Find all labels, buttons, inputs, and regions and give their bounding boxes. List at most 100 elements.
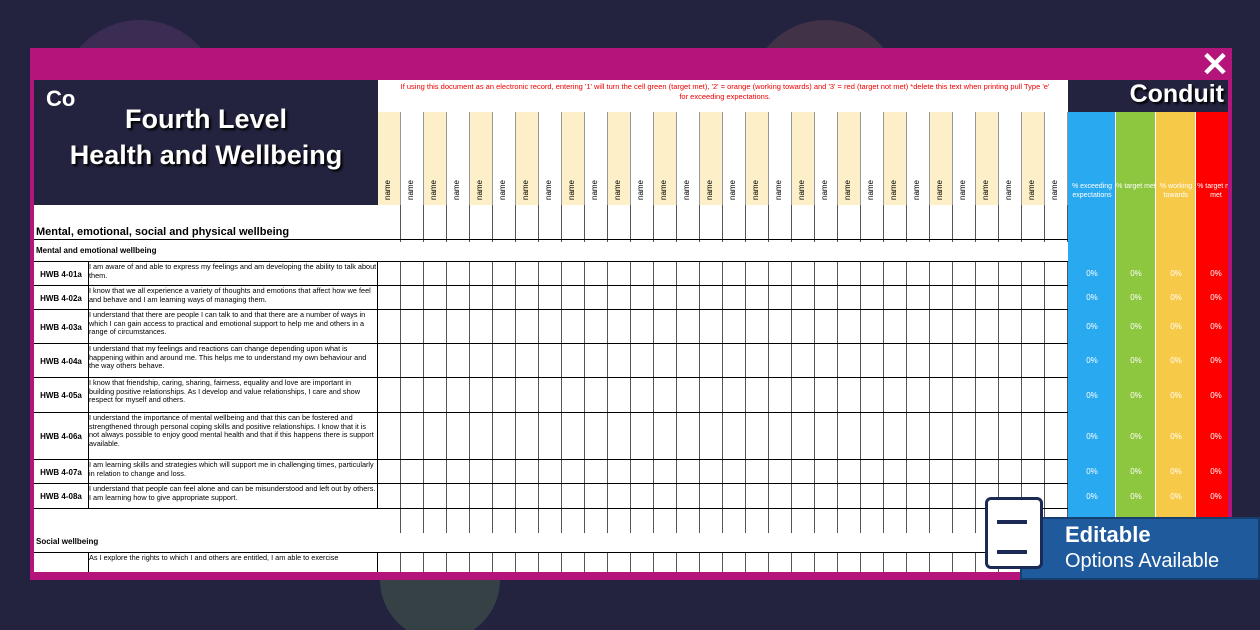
cell-border bbox=[88, 378, 378, 413]
name-label: name bbox=[843, 179, 852, 200]
name-label: name bbox=[1027, 179, 1036, 200]
name-column bbox=[677, 112, 700, 205]
name-label: name bbox=[958, 179, 967, 200]
badge-subtitle: Options Available bbox=[1065, 550, 1220, 572]
grid-column-line bbox=[746, 205, 769, 572]
grid-column-line bbox=[401, 205, 424, 572]
grid-column-line bbox=[999, 205, 1022, 572]
name-column bbox=[631, 112, 654, 205]
group-row bbox=[34, 533, 1068, 553]
percent-value: 0% bbox=[1210, 269, 1222, 278]
grid-column-line bbox=[677, 205, 700, 572]
percent-value: 0% bbox=[1210, 356, 1222, 365]
percent-column bbox=[1116, 112, 1156, 532]
grid-column-line bbox=[424, 205, 447, 572]
table-row bbox=[34, 310, 1068, 344]
name-column bbox=[654, 112, 677, 205]
table-row bbox=[34, 378, 1068, 413]
grid-column-line bbox=[378, 205, 401, 572]
grid-column-line bbox=[884, 205, 907, 572]
cell-border bbox=[88, 310, 378, 344]
grid-column-line bbox=[447, 205, 470, 572]
group-title: Mental and emotional wellbeing bbox=[36, 246, 157, 255]
row-code: HWB 4-02a bbox=[40, 293, 82, 303]
percent-value: 0% bbox=[1130, 467, 1142, 476]
percent-value: 0% bbox=[1086, 491, 1098, 501]
name-label: name bbox=[383, 179, 392, 200]
name-label: name bbox=[1050, 179, 1059, 200]
name-label: name bbox=[452, 179, 461, 200]
name-column bbox=[930, 112, 953, 205]
name-column bbox=[976, 112, 999, 205]
badge-icon bbox=[985, 497, 1043, 569]
name-column bbox=[907, 112, 930, 205]
grid-column-line bbox=[1022, 205, 1045, 572]
row-text: I am aware of and able to express my fee… bbox=[89, 262, 377, 280]
badge bbox=[1020, 517, 1260, 580]
row-code: HWB 4-04a bbox=[40, 356, 82, 366]
grid-column-line bbox=[792, 205, 815, 572]
cell-border bbox=[88, 460, 378, 484]
table-row bbox=[34, 262, 1068, 286]
name-column bbox=[769, 112, 792, 205]
grid-column-line bbox=[1045, 205, 1068, 572]
grid-column-line bbox=[769, 205, 792, 572]
group-row bbox=[34, 242, 1068, 262]
name-label: name bbox=[866, 179, 875, 200]
row-text: I understand the importance of mental we… bbox=[89, 413, 374, 448]
cell-border bbox=[88, 484, 378, 509]
grid-column-line bbox=[585, 205, 608, 572]
name-column bbox=[746, 112, 769, 205]
percent-value: 0% bbox=[1210, 467, 1222, 476]
name-column bbox=[424, 112, 447, 205]
name-label: name bbox=[429, 179, 438, 200]
percent-header: % target met bbox=[1116, 183, 1156, 190]
badge-title: Editable bbox=[1065, 522, 1151, 547]
percent-value: 0% bbox=[1130, 322, 1142, 331]
name-label: name bbox=[774, 179, 783, 200]
name-label: name bbox=[682, 179, 691, 200]
percent-value: 0% bbox=[1170, 269, 1182, 278]
grid-column-line bbox=[976, 205, 999, 572]
section-title: Mental, emotional, social and physical w… bbox=[36, 226, 290, 238]
name-column bbox=[378, 112, 401, 205]
grid-column-line bbox=[562, 205, 585, 572]
section-row bbox=[34, 215, 1068, 240]
instructions: If using this document as an electronic … bbox=[400, 82, 1050, 101]
name-label: name bbox=[889, 179, 898, 200]
percent-value: 0% bbox=[1086, 467, 1098, 476]
grid-column-line bbox=[930, 205, 953, 572]
name-column bbox=[562, 112, 585, 205]
percent-value: 0% bbox=[1170, 491, 1182, 501]
percent-value: 0% bbox=[1170, 431, 1182, 441]
cell-border bbox=[88, 413, 378, 460]
percent-value: 0% bbox=[1210, 293, 1222, 302]
grid-column-line bbox=[861, 205, 884, 572]
percent-value: 0% bbox=[1130, 491, 1142, 501]
grid-column-line bbox=[493, 205, 516, 572]
name-label: name bbox=[751, 179, 760, 200]
percent-value: 0% bbox=[1170, 467, 1182, 476]
row-text: As I explore the rights to which I and o… bbox=[89, 553, 339, 562]
close-button[interactable]: ✕ bbox=[1200, 46, 1230, 84]
percent-column bbox=[1068, 112, 1116, 532]
percent-value: 0% bbox=[1210, 390, 1222, 400]
name-column bbox=[585, 112, 608, 205]
percent-value: 0% bbox=[1130, 293, 1142, 302]
name-label: name bbox=[498, 179, 507, 200]
name-column bbox=[723, 112, 746, 205]
title: Health and Wellbeing bbox=[69, 140, 343, 170]
name-column bbox=[953, 112, 976, 205]
name-label: name bbox=[981, 179, 990, 200]
header-block bbox=[34, 80, 378, 205]
row-text: I understand that people can feel alone … bbox=[89, 484, 376, 502]
name-column bbox=[861, 112, 884, 205]
grid-column-line bbox=[654, 205, 677, 572]
name-label: name bbox=[935, 179, 944, 200]
name-label: name bbox=[406, 179, 415, 200]
percent-value: 0% bbox=[1130, 269, 1142, 278]
name-column bbox=[470, 112, 493, 205]
row-text: I know that friendship, caring, sharing,… bbox=[89, 378, 360, 405]
row-code: HWB 4-06a bbox=[40, 432, 82, 441]
grid-column-line bbox=[631, 205, 654, 572]
